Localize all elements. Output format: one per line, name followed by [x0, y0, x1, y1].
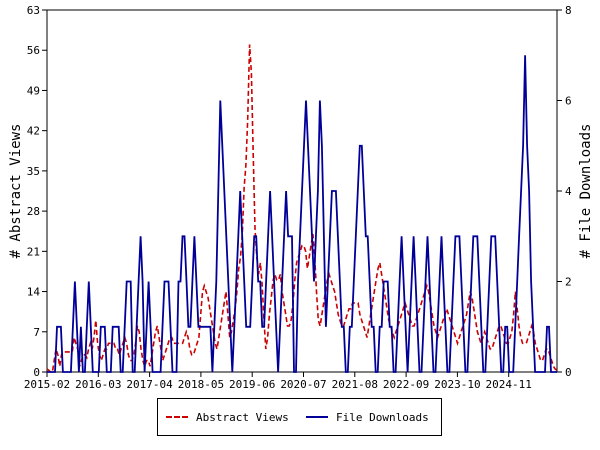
left-axis-title: # Abstract Views — [8, 124, 24, 259]
x-tick-label: 2015-02 — [24, 378, 70, 391]
left-tick-label: 14 — [27, 286, 41, 299]
x-tick-label: 2018-05 — [178, 378, 224, 391]
legend-label-file-downloads: File Downloads — [336, 410, 429, 424]
left-tick-label: 49 — [27, 84, 40, 97]
legend-item-file-downloads: File Downloads — [306, 410, 429, 424]
legend-swatch-file-downloads — [306, 416, 328, 418]
legend-swatch-abstract-views — [166, 416, 188, 418]
x-tick-label: 2016-03 — [75, 378, 121, 391]
legend-item-abstract-views: Abstract Views — [166, 410, 289, 424]
left-axis-ticks: 0 7 14 21 28 35 42 49 56 63 — [27, 4, 47, 379]
legend: Abstract Views File Downloads — [157, 398, 442, 436]
x-tick-label: 2019-06 — [229, 378, 275, 391]
right-axis-title: # File Downloads — [578, 124, 594, 259]
left-tick-label: 21 — [27, 245, 40, 258]
x-tick-label: 2020-07 — [280, 378, 326, 391]
x-tick-label: 2021-08 — [332, 378, 378, 391]
left-tick-label: 42 — [27, 125, 40, 138]
right-tick-label: 2 — [565, 276, 572, 289]
right-tick-label: 0 — [565, 366, 572, 379]
x-tick-label: 2024-11 — [486, 378, 532, 391]
right-tick-label: 4 — [565, 185, 572, 198]
x-tick-label: 2017-04 — [126, 378, 173, 391]
series-line-file-downloads — [47, 55, 557, 373]
right-tick-label: 8 — [565, 4, 572, 17]
x-tick-label: 2023-10 — [434, 378, 480, 391]
x-axis-ticks: 2015-02 2016-03 2017-04 2018-05 2019-06 2020-… — [24, 372, 532, 391]
left-tick-label: 63 — [27, 4, 40, 17]
right-axis-ticks: 0 2 4 6 8 — [557, 4, 572, 379]
right-tick-label: 6 — [565, 95, 572, 108]
left-tick-label: 28 — [27, 205, 40, 218]
x-tick-label: 2022-09 — [383, 378, 429, 391]
left-tick-label: 7 — [33, 326, 40, 339]
legend-label-abstract-views: Abstract Views — [196, 410, 289, 424]
left-tick-label: 35 — [27, 165, 40, 178]
left-tick-label: 0 — [33, 366, 40, 379]
left-tick-label: 56 — [27, 44, 40, 57]
